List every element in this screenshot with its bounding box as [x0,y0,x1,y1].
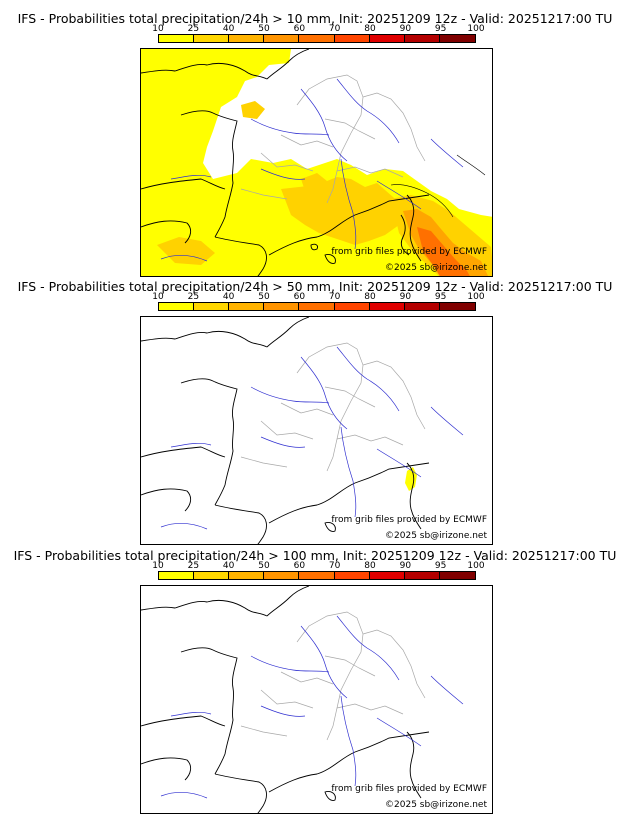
legend-swatch [299,35,335,42]
legend-tick-label: 70 [328,561,341,571]
legend-tick-label: 95 [434,24,447,34]
legend-swatch [159,572,195,579]
panel-title: IFS - Probabilities total precipitation/… [17,11,613,26]
legend-swatch [229,303,265,310]
legend-swatch [334,303,370,310]
legend-tick-label: 50 [258,24,270,34]
legend-tick-label: 40 [222,292,235,302]
map-france-50mm: from grib files provided by ECMWF ©2025 … [140,316,493,545]
legend-swatch [299,572,335,579]
legend-swatch [404,35,440,42]
probability-color-scale: 10 25 40 50 60 70 80 90 95 100 [152,292,485,316]
map-france-100mm: from grib files provided by ECMWF ©2025 … [140,585,493,814]
legend-swatch [439,35,475,42]
legend-swatch [369,35,405,42]
legend-tick-label: 25 [187,292,200,302]
legend-tick-label: 70 [328,292,341,302]
legend-tick-label: 90 [399,24,412,34]
legend-tick-label: 40 [222,561,235,571]
legend-tick-label: 100 [467,292,485,302]
legend-tick-label: 10 [152,292,164,302]
legend-swatch [264,35,300,42]
legend-tick-label: 80 [364,24,376,34]
legend-swatch [369,303,405,310]
legend-tick-label: 95 [434,292,447,302]
legend-tick-label: 50 [258,292,270,302]
country-borders [240,74,426,204]
credit-source: from grib files provided by ECMWF [331,247,487,257]
legend-tick-label: 80 [364,292,376,302]
legend-tick-label: 70 [328,24,341,34]
legend-ticks: 10 25 40 50 60 70 80 90 95 100 [152,561,484,571]
coastlines [141,49,430,276]
panel-title: IFS - Probabilities total precipitation/… [13,548,617,563]
legend-tick-label: 95 [434,561,447,571]
rivers [160,346,464,530]
legend-tick-label: 40 [222,24,235,34]
legend-swatch [229,35,265,42]
legend-ticks: 10 25 40 50 60 70 80 90 95 100 [152,24,484,34]
credit-copyright: ©2025 sb@irizone.net [385,531,487,541]
rivers [160,78,464,262]
legend-bar [158,34,476,43]
legend-swatch [229,572,265,579]
legend-tick-label: 80 [364,561,376,571]
legend-swatch [159,35,195,42]
legend-tick-label: 60 [293,561,306,571]
legend-tick-label: 90 [399,561,412,571]
precip-probability-field [405,467,417,491]
panel-10mm: IFS - Probabilities total precipitation/… [0,0,630,280]
panel-50mm: IFS - Probabilities total precipitation/… [0,268,630,548]
legend-swatch [159,303,195,310]
legend-swatch [439,572,475,579]
coastlines [141,317,430,544]
legend-tick-label: 100 [467,24,485,34]
map-canvas [141,586,464,813]
legend-tick-label: 100 [467,561,485,571]
legend-ticks: 10 25 40 50 60 70 80 90 95 100 [152,292,484,302]
credit-copyright: ©2025 sb@irizone.net [385,263,487,273]
rivers [160,615,464,799]
legend-swatch [369,572,405,579]
legend-swatch [299,303,335,310]
legend-swatch [404,572,440,579]
legend-bar [158,571,476,580]
legend-swatch [334,35,370,42]
map-canvas [141,317,464,544]
legend-tick-label: 60 [293,24,306,34]
credit-source: from grib files provided by ECMWF [331,515,487,525]
legend-swatch [439,303,475,310]
legend-tick-label: 10 [152,24,164,34]
panel-title: IFS - Probabilities total precipitation/… [17,279,613,294]
coastlines [141,586,430,813]
mountain-contours [390,154,486,218]
country-borders [240,342,426,472]
legend-swatch [194,572,230,579]
map-france-10mm: from grib files provided by ECMWF ©2025 … [140,48,493,277]
legend-swatch [264,572,300,579]
legend-tick-label: 60 [293,292,306,302]
country-borders [240,611,426,741]
panel-100mm: IFS - Probabilities total precipitation/… [0,537,630,827]
legend-swatch [264,303,300,310]
legend-swatch [404,303,440,310]
legend-tick-label: 90 [399,292,412,302]
map-canvas [141,49,492,276]
legend-tick-label: 25 [187,24,200,34]
legend-swatch [194,35,230,42]
legend-tick-label: 10 [152,561,164,571]
precip-probability-field [141,49,492,276]
legend-tick-label: 50 [258,561,270,571]
probability-color-scale: 10 25 40 50 60 70 80 90 95 100 [152,24,485,48]
legend-swatch [194,303,230,310]
legend-swatch [334,572,370,579]
probability-color-scale: 10 25 40 50 60 70 80 90 95 100 [152,561,485,585]
credit-source: from grib files provided by ECMWF [331,784,487,794]
legend-tick-label: 25 [187,561,200,571]
credit-copyright: ©2025 sb@irizone.net [385,800,487,810]
legend-bar [158,302,476,311]
